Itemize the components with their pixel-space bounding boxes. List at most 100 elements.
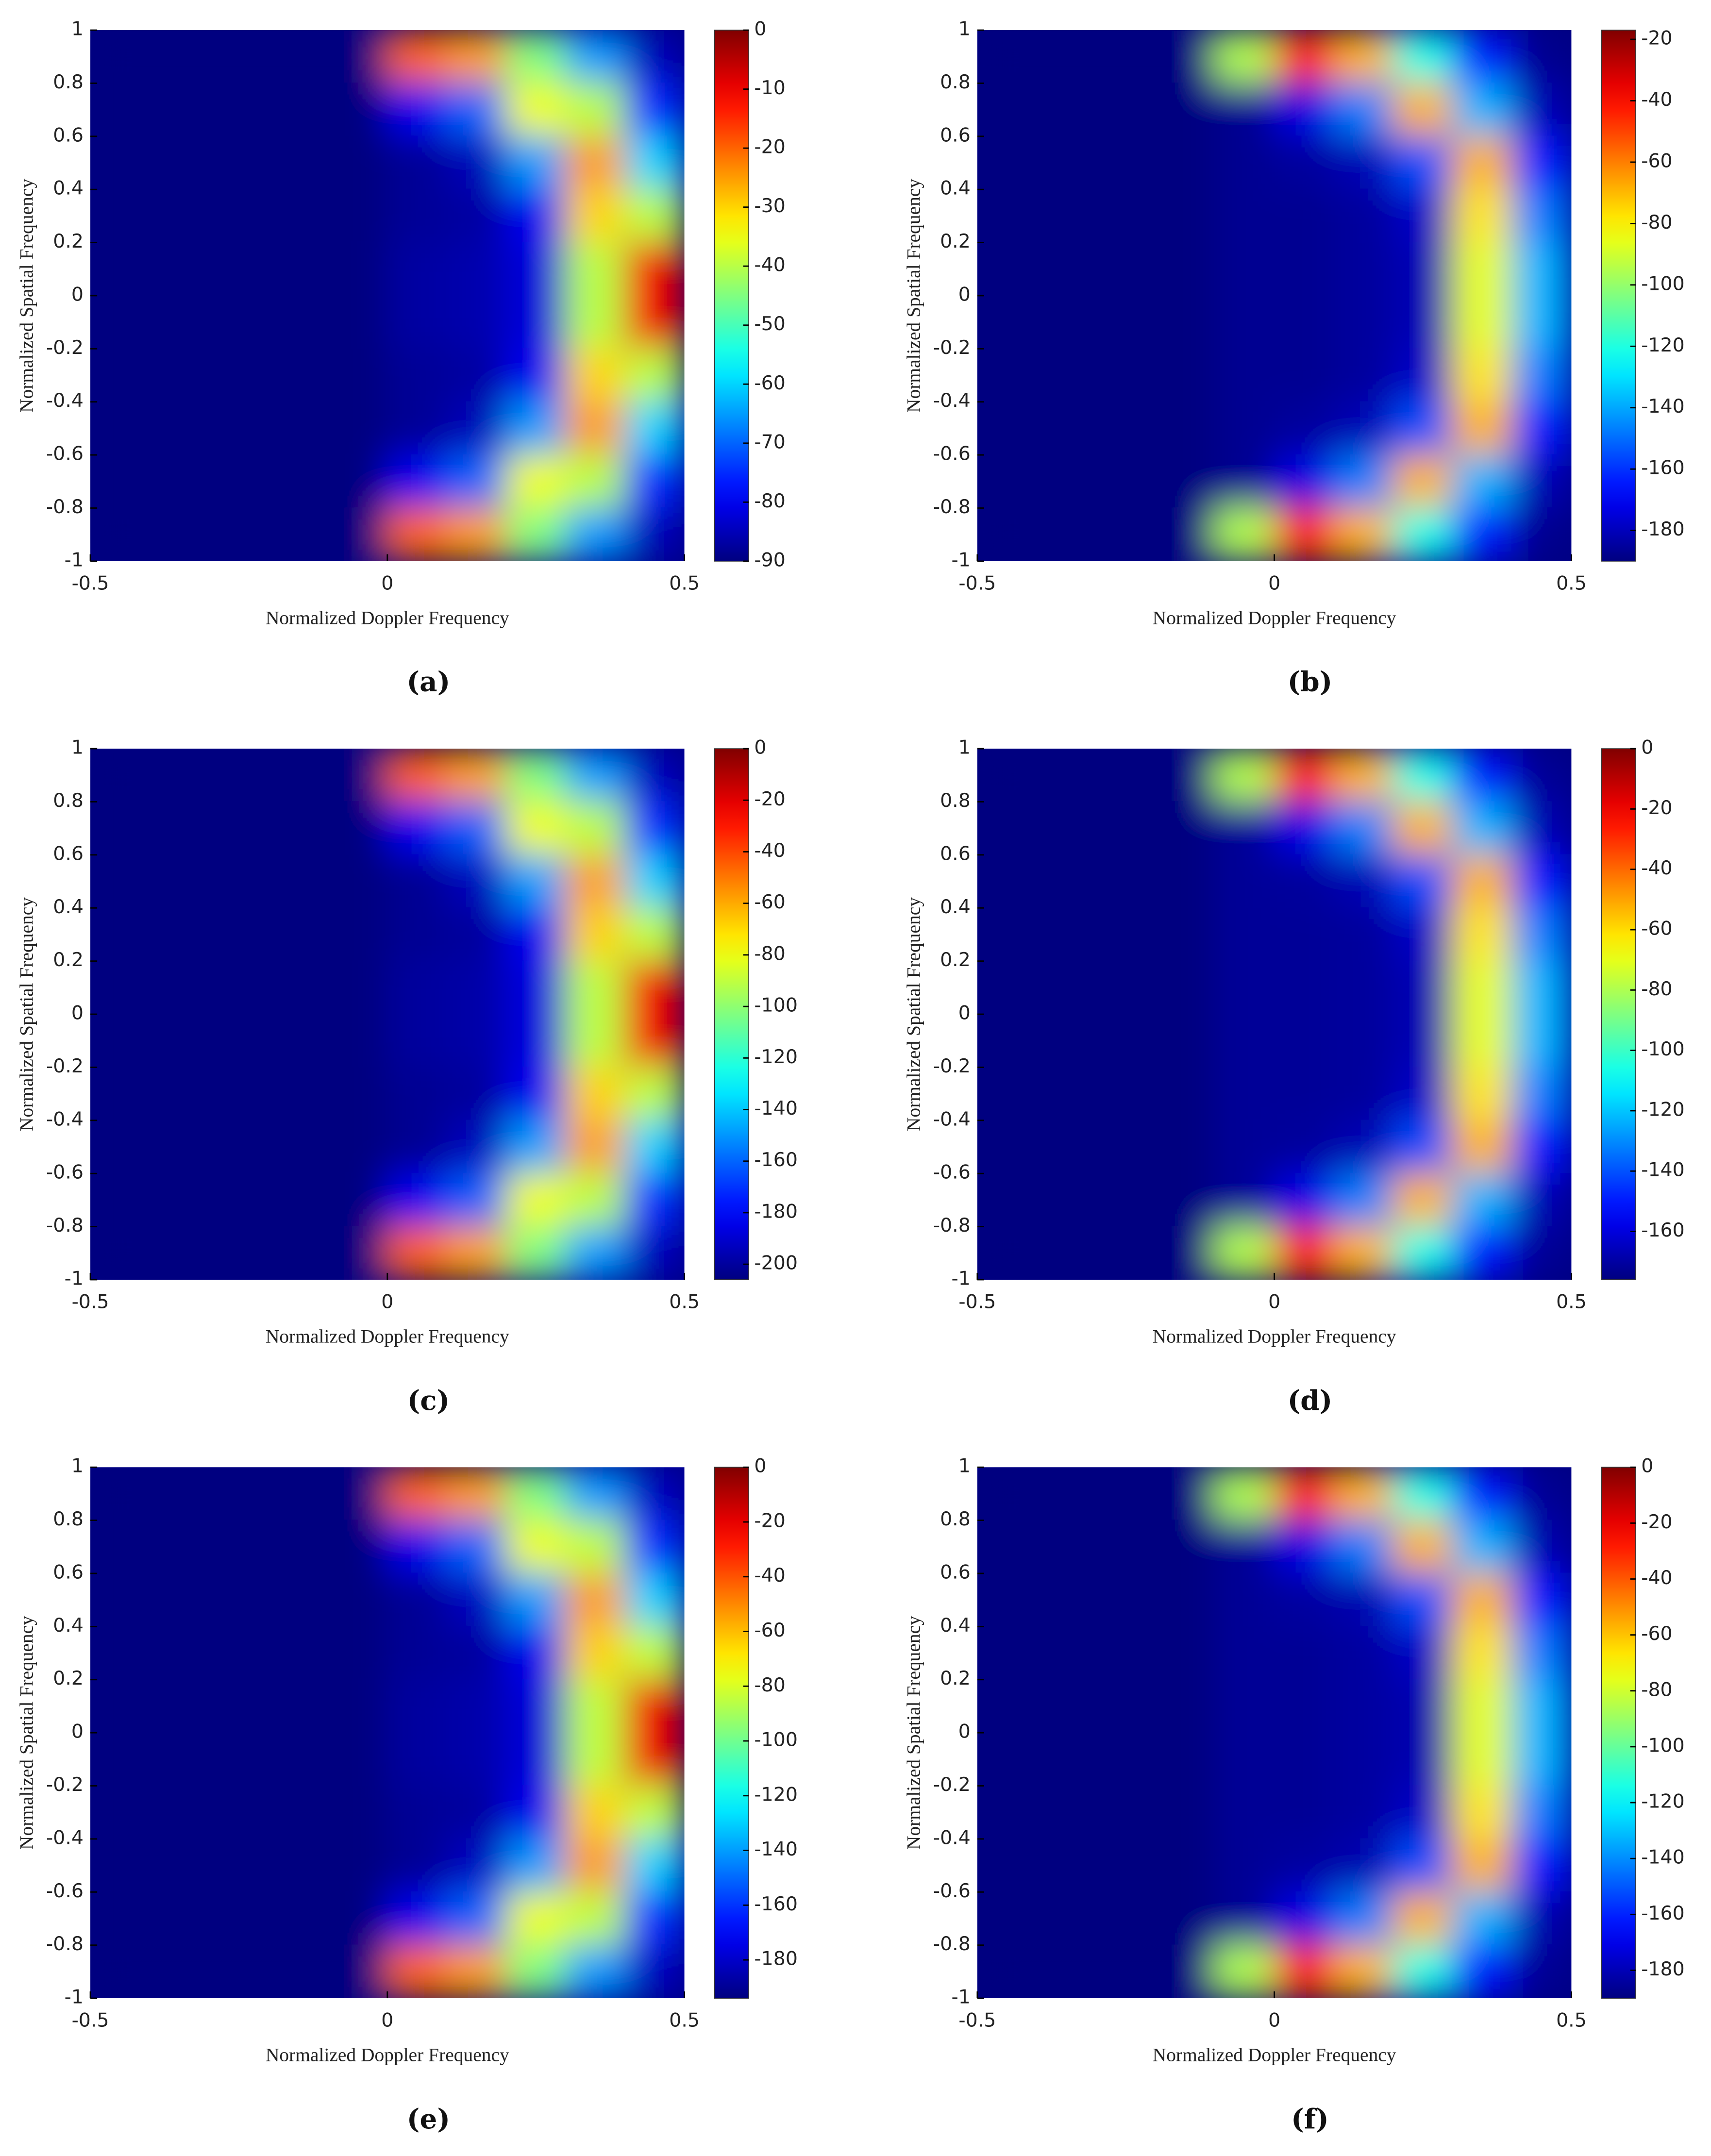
heatmap-cell [208,1120,269,1174]
heatmap-cell [149,295,210,350]
heatmap-cell [977,242,1038,297]
heatmap-cell [624,749,685,802]
colorbar-tick-label: -80 [754,1674,785,1696]
colorbar-tick-label: 0 [1641,1455,1653,1477]
heatmap-cell [327,83,388,137]
heatmap-cell [1155,1944,1216,1999]
plot-area [90,1467,685,1999]
heatmap-cell [268,1625,329,1681]
heatmap-cell [1333,1013,1394,1068]
y-tick-label: -0.8 [933,1214,971,1237]
heatmap-cell [1274,1944,1335,1999]
heatmap-cell [90,507,151,561]
heatmap-cell [446,348,507,403]
colorbar-tick-label: -160 [1641,1902,1685,1924]
heatmap-cell [1155,83,1216,137]
colorbar-tick-label: 0 [754,18,766,40]
heatmap-cell [1155,348,1216,403]
heatmap-cell [977,1172,1038,1228]
y-axis-label: Normalized Spatial Frequency [16,179,37,413]
heatmap-cell [268,1944,329,1999]
y-tick-label: -0.4 [46,1826,84,1849]
heatmap-cell [327,188,388,243]
colorbar-tick-label: 0 [754,1455,766,1477]
heatmap-cell [1036,801,1097,856]
heatmap-cell [386,1013,448,1068]
heatmap-cell [327,401,388,456]
heatmap-cell [505,1838,567,1893]
heatmap-cell [208,348,269,403]
heatmap-cell [565,454,626,509]
heatmap-cell [1155,242,1216,297]
heatmap-cell [977,960,1038,1015]
y-tick-label: 0.8 [53,789,84,812]
heatmap-cell [1214,1226,1275,1280]
heatmap-cell [565,1172,626,1228]
heatmap-cell [1452,135,1513,190]
heatmap-cell [1095,960,1157,1015]
heatmap-cell [268,1520,329,1574]
heatmap-cell [1036,242,1097,297]
colorbar-tick-label: -40 [1641,88,1672,111]
colorbar-tick-label: -120 [1641,1790,1685,1813]
heatmap-cell [1392,1172,1454,1228]
heatmap-cell [1452,854,1513,909]
y-tick-label: -0.6 [933,1161,971,1184]
panel: -0.5 0 0.5 1 0.8 0.6 0.4 0.2 0 -0.2 -0.4 -0.6 -0.8 -1… [903,1455,1685,2135]
heatmap-cell [505,1067,567,1121]
heatmap-cell [149,1226,210,1280]
heatmap-cell [1452,801,1513,856]
y-tick-label: 0.4 [940,896,971,918]
heatmap-cell [565,30,626,84]
x-tick-label: -0.5 [72,1290,109,1313]
colorbar-tick-label: -140 [1641,395,1685,418]
colorbar-tick-label: -160 [754,1893,798,1915]
heatmap-cell [446,242,507,297]
colorbar-tick-label: -100 [1641,272,1685,295]
heatmap-cell [1155,507,1216,561]
heatmap-cell [624,907,685,962]
heatmap-cell [268,1679,329,1734]
heatmap-cell [1511,1520,1572,1574]
heatmap-cell [624,348,685,403]
heatmap-cell [1214,507,1275,561]
heatmap-cell [208,1732,269,1787]
heatmap-cell [1095,1679,1157,1734]
colorbar-tick-label: -20 [1641,27,1672,50]
panel: -0.5 0 0.5 1 0.8 0.6 0.4 0.2 0 -0.2 -0.4 -0.6 -0.8 -1… [16,736,798,1417]
colorbar-tick-label: -80 [1641,211,1672,234]
y-tick-label: 0.6 [940,1561,971,1583]
colorbar-tick-label: -80 [1641,1678,1672,1701]
heatmap-cell [1036,135,1097,190]
colorbar-tick-label: -120 [754,1046,798,1068]
heatmap-cell [977,1120,1038,1174]
heatmap-cell [1511,83,1572,137]
heatmap-cell [327,1520,388,1574]
heatmap-cell [1392,1891,1454,1946]
heatmap-cell [977,854,1038,909]
heatmap-cell [327,507,388,561]
x-tick-label: 0.5 [669,2009,700,2031]
heatmap-cell [1274,1172,1335,1228]
y-tick-label: 1 [958,736,971,759]
heatmap-cell [1274,295,1335,350]
colorbar-tick-label: -40 [754,1564,785,1587]
x-tick-label: -0.5 [72,2009,109,2031]
heatmap-cell [1274,30,1335,84]
heatmap-cell [446,1838,507,1893]
heatmap-cell [268,1467,329,1521]
heatmap-cell [386,907,448,962]
colorbar-tick-label: -60 [754,1619,785,1641]
heatmap-cell [446,135,507,190]
y-tick-label: 0.2 [940,230,971,252]
heatmap-cell [149,960,210,1015]
heatmap-cell [624,1625,685,1681]
heatmap-cell [977,83,1038,137]
heatmap-cell [149,854,210,909]
x-tick-label: 0 [1268,1290,1280,1313]
heatmap-cell [1452,83,1513,137]
heatmap-cell [268,1732,329,1787]
heatmap-cell [446,1944,507,1999]
heatmap-cell [1095,1944,1157,1999]
heatmap-cell [446,1467,507,1521]
